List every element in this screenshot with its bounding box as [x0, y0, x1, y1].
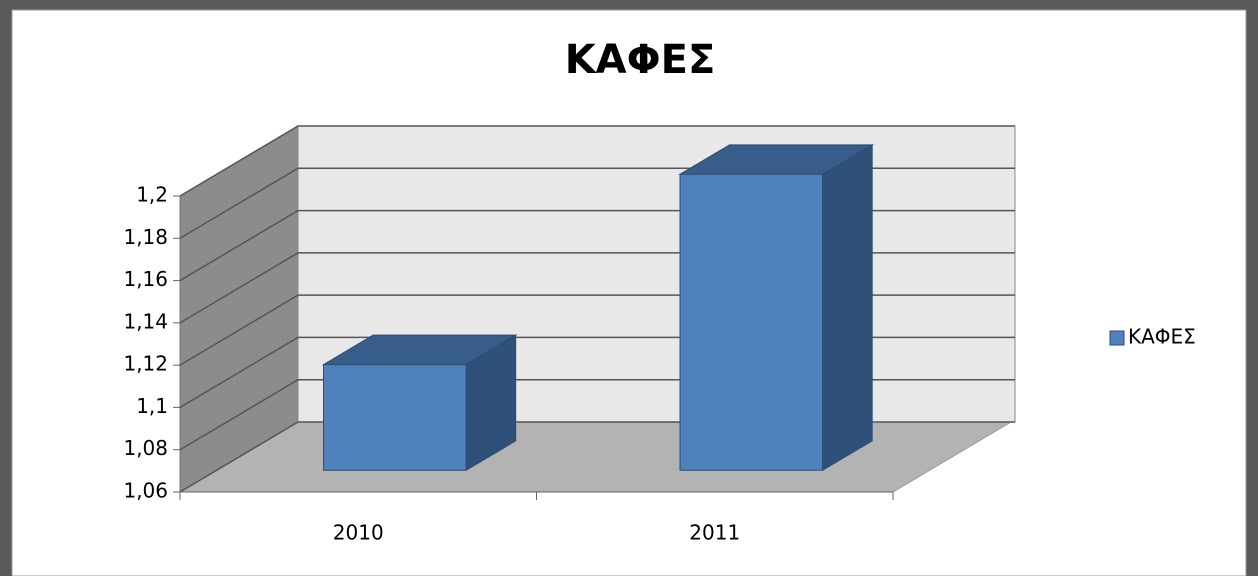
grid-line	[179, 125, 1015, 197]
x-tick-label: 2010	[333, 521, 384, 545]
y-tick-label: 1,16	[123, 267, 168, 291]
y-tick-label: 1,18	[123, 225, 168, 249]
y-tick-label: 1,12	[123, 352, 168, 376]
bar-side	[822, 144, 873, 472]
y-tick-label: 1,06	[123, 479, 168, 503]
bar-front	[679, 173, 824, 471]
legend-label: ΚΑΦΕΣ	[1128, 325, 1196, 349]
y-tick-label: 1,1	[136, 394, 168, 418]
y-tick-label: 1,08	[123, 436, 168, 460]
bar	[678, 144, 875, 472]
legend-swatch	[1109, 330, 1125, 346]
chart-title: ΚΑΦΕΣ	[565, 37, 716, 83]
bar-front	[323, 364, 467, 471]
floor	[178, 421, 1013, 493]
x-tick-label: 2011	[689, 521, 740, 545]
bar	[321, 334, 518, 472]
y-tick-label: 1,14	[123, 309, 168, 333]
y-tick-label: 1,2	[136, 183, 168, 207]
